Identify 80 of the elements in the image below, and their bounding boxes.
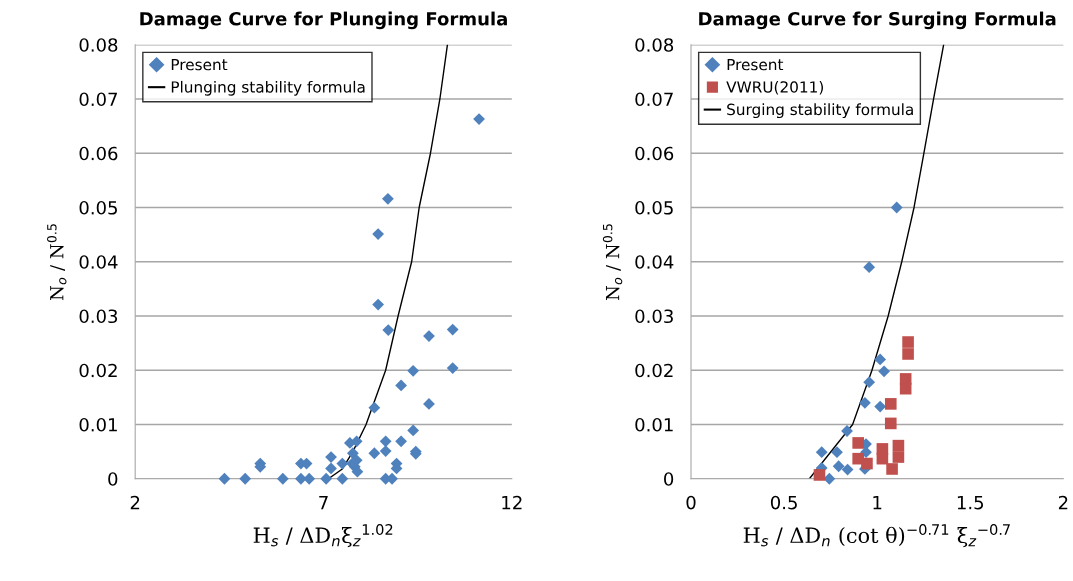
point — [379, 435, 392, 448]
point — [336, 457, 349, 470]
point — [276, 472, 289, 485]
point — [379, 445, 392, 457]
legend-label: Surging stability formula — [727, 103, 913, 119]
point — [902, 348, 914, 360]
legend-label: Plunging stability formula — [171, 80, 365, 96]
point — [218, 472, 231, 485]
point — [407, 364, 420, 377]
point — [346, 447, 359, 460]
legend-label: Present — [727, 58, 784, 71]
point — [368, 447, 381, 460]
point — [878, 365, 890, 378]
point — [372, 228, 385, 240]
y-axis-title: N$_{o}$ / N$^{0.5}$ — [47, 224, 67, 301]
x-tick-label: 1 — [873, 495, 882, 510]
y-tick-label: 0.07 — [79, 92, 117, 107]
y-axis-title: N$_{o}$ / N$^{0.5}$ — [602, 224, 623, 301]
point — [886, 463, 898, 475]
y-tick-label: 0.05 — [635, 200, 673, 215]
point — [832, 460, 845, 473]
y-tick-label: 0.05 — [79, 200, 117, 215]
x-tick-label: 1.5 — [957, 495, 984, 510]
x-tick-label: 0 — [686, 495, 696, 510]
point — [446, 362, 459, 374]
y-tick-label: 0.06 — [79, 146, 118, 161]
y-tick-label: 0.02 — [79, 363, 117, 378]
chart-title: Damage Curve for Surging Formula — [699, 11, 1056, 30]
x-tick-label: 0.5 — [770, 495, 797, 510]
point — [863, 261, 876, 274]
point — [815, 446, 828, 459]
legend-label: Present — [171, 58, 228, 71]
point — [902, 336, 914, 348]
point — [368, 401, 381, 414]
x-tick-label: 7 — [319, 495, 328, 510]
point — [372, 298, 385, 311]
legend-label: VWRU(2011) — [726, 80, 823, 95]
point — [884, 417, 897, 430]
point — [395, 435, 407, 448]
point — [884, 398, 897, 410]
point — [890, 201, 903, 214]
point — [874, 353, 887, 366]
point — [325, 462, 337, 475]
x-tick-label: 2 — [1058, 495, 1068, 510]
chart-title: Damage Curve for Plunging Formula — [140, 11, 507, 30]
y-tick-label: 0 — [664, 472, 674, 486]
point — [407, 424, 420, 437]
point — [861, 457, 873, 470]
y-tick-label: 0 — [108, 472, 118, 486]
point — [320, 472, 333, 485]
point — [382, 192, 394, 205]
y-tick-label: 0.01 — [79, 417, 117, 432]
point — [852, 437, 864, 449]
point — [423, 397, 435, 410]
y-tick-label: 0.07 — [635, 92, 673, 107]
x-tick-label: 12 — [502, 495, 522, 510]
y-tick-label: 0.04 — [79, 255, 118, 269]
y-tick-label: 0.03 — [79, 309, 118, 324]
y-tick-label: 0.06 — [635, 146, 674, 161]
y-tick-label: 0.08 — [79, 38, 118, 52]
y-tick-label: 0.03 — [635, 309, 673, 324]
point — [863, 376, 876, 389]
text: H$_{s}$ / ΔD$_{n}$ (cot θ)$^{−0.71}$ ξ$_{z}$$^{−0.7}$ — [743, 524, 1010, 548]
y-tick-label: 0.02 — [635, 363, 673, 378]
point — [892, 451, 905, 463]
x-axis-title: H$_{s}$ / ΔD$_{n}$ξ$_{z}$$^{1.02}$ — [253, 524, 393, 548]
point — [446, 323, 459, 336]
point — [899, 382, 912, 395]
point — [831, 446, 843, 459]
point — [336, 472, 349, 485]
point — [395, 379, 407, 392]
y-tick-label: 0.04 — [635, 255, 674, 269]
point — [813, 469, 826, 481]
y-tick-label: 0.01 — [635, 417, 673, 432]
point — [239, 472, 252, 485]
point — [892, 439, 905, 452]
y-tick-label: 0.08 — [635, 38, 674, 52]
x-tick-label: 2 — [130, 495, 140, 510]
point — [859, 396, 871, 409]
point — [382, 324, 395, 336]
